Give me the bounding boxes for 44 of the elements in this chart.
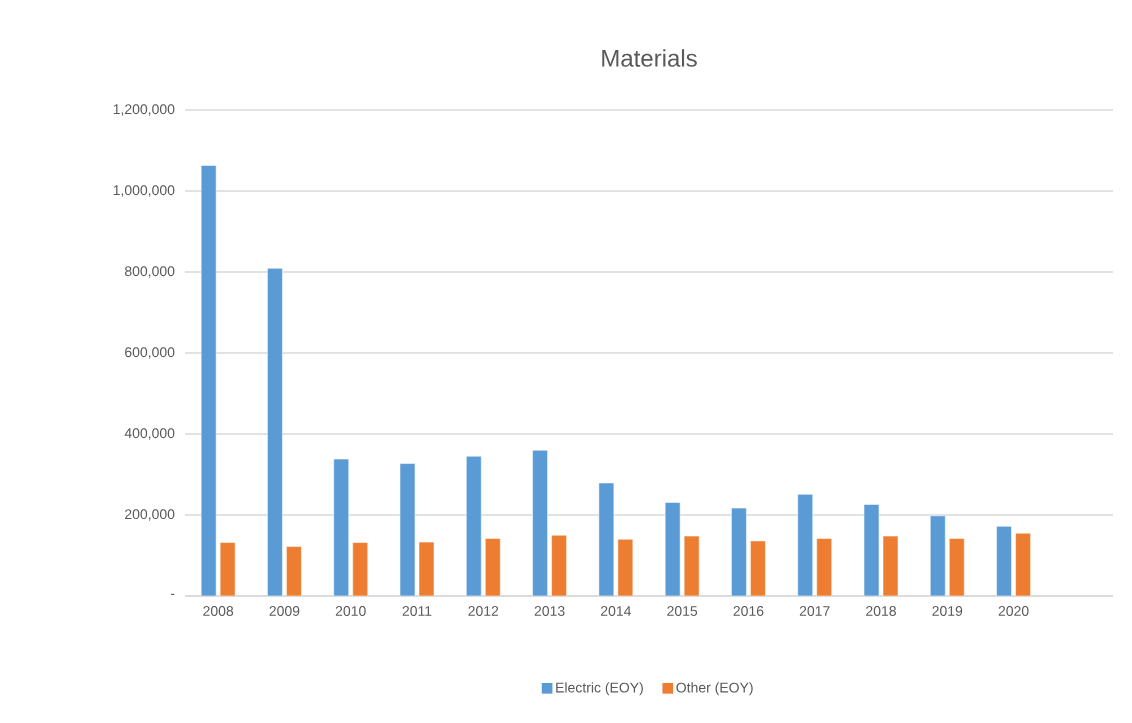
- x-tick-label: 2015: [667, 606, 698, 616]
- x-tick-label: 2020: [998, 606, 1029, 616]
- bar: [466, 455, 482, 596]
- chart-title: Materials: [602, 49, 697, 67]
- bar: [797, 494, 813, 596]
- y-tick-label: 200,000: [125, 509, 175, 521]
- bar: [219, 542, 236, 596]
- x-tick-label: 2011: [402, 606, 432, 616]
- bar: [882, 535, 899, 596]
- x-tick-label: 2017: [799, 606, 830, 616]
- bar: [551, 534, 567, 596]
- bar: [532, 449, 548, 596]
- x-tick-label: 2014: [601, 606, 631, 616]
- x-tick-label: 2016: [733, 606, 764, 616]
- legend-label: Other (EOY): [676, 682, 753, 696]
- bar: [617, 539, 634, 596]
- x-tick-label: 2012: [468, 606, 499, 616]
- y-tick-label: 1,000,000: [113, 185, 175, 197]
- bar: [930, 515, 946, 596]
- x-tick-label: 2009: [269, 606, 300, 616]
- legend-label: Electric (EOY): [556, 682, 643, 696]
- bar: [418, 541, 435, 596]
- bar: [485, 538, 501, 596]
- bar: [286, 546, 302, 596]
- bar: [731, 507, 747, 596]
- bar: [333, 458, 349, 596]
- x-tick-label: 2008: [203, 606, 234, 616]
- y-tick-label: -: [170, 593, 175, 595]
- x-tick-label: 2010: [335, 606, 366, 616]
- x-tick-label: 2018: [866, 606, 896, 616]
- y-tick-label: 400,000: [124, 428, 175, 440]
- y-tick-label: 1,200,000: [113, 104, 175, 116]
- x-tick-label: 2019: [932, 606, 963, 616]
- bar: [949, 538, 965, 596]
- y-tick-label: 800,000: [124, 266, 175, 278]
- bar: [816, 538, 832, 596]
- bar: [750, 540, 766, 596]
- bar: [996, 526, 1012, 596]
- bar: [352, 542, 368, 596]
- bar: [1015, 532, 1031, 596]
- x-tick-label: 2013: [534, 606, 565, 616]
- bar: [683, 535, 700, 596]
- y-tick-label: 600,000: [125, 347, 175, 359]
- bar: [267, 268, 283, 596]
